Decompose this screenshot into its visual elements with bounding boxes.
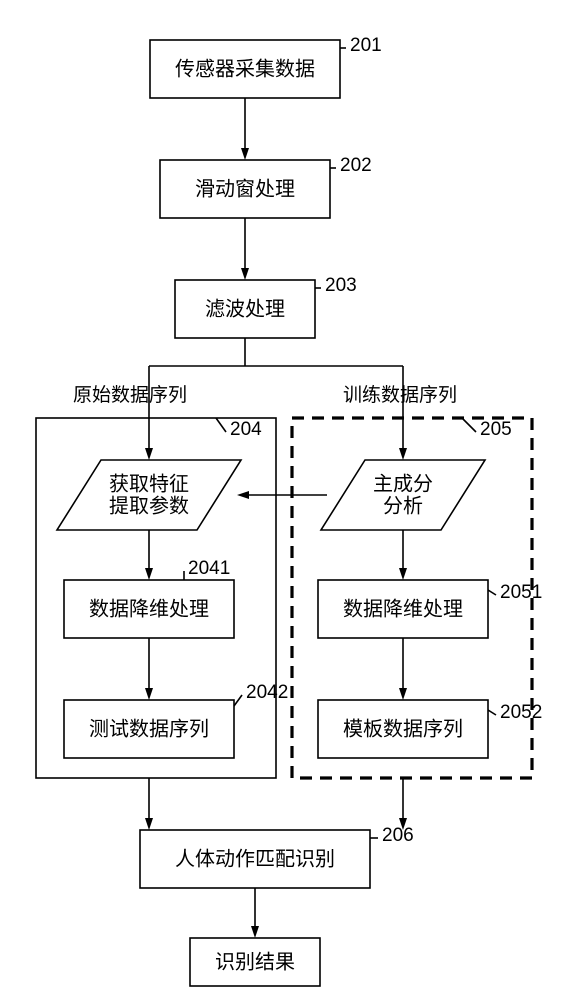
svg-text:数据降维处理: 数据降维处理 <box>89 597 209 620</box>
svg-text:识别结果: 识别结果 <box>215 950 295 973</box>
svg-text:201: 201 <box>350 35 382 56</box>
svg-text:206: 206 <box>382 825 414 846</box>
svg-text:204: 204 <box>230 419 262 440</box>
svg-text:2041: 2041 <box>188 558 230 579</box>
svg-text:模板数据序列: 模板数据序列 <box>343 717 463 740</box>
svg-text:2051: 2051 <box>500 582 542 603</box>
svg-text:主成分: 主成分 <box>373 472 433 495</box>
svg-text:202: 202 <box>340 155 372 176</box>
svg-text:分析: 分析 <box>383 494 423 517</box>
svg-text:获取特征: 获取特征 <box>109 472 189 495</box>
svg-text:训练数据序列: 训练数据序列 <box>343 384 457 406</box>
svg-text:原始数据序列: 原始数据序列 <box>73 384 187 406</box>
svg-text:203: 203 <box>325 275 357 296</box>
svg-text:205: 205 <box>480 419 512 440</box>
svg-text:人体动作匹配识别: 人体动作匹配识别 <box>175 847 335 870</box>
svg-text:2042: 2042 <box>246 682 288 703</box>
svg-text:传感器采集数据: 传感器采集数据 <box>175 57 315 80</box>
svg-text:数据降维处理: 数据降维处理 <box>343 597 463 620</box>
svg-text:提取参数: 提取参数 <box>109 494 189 517</box>
svg-text:测试数据序列: 测试数据序列 <box>89 717 209 740</box>
svg-text:滑动窗处理: 滑动窗处理 <box>195 177 295 200</box>
svg-text:2052: 2052 <box>500 702 542 723</box>
svg-text:滤波处理: 滤波处理 <box>205 297 285 320</box>
